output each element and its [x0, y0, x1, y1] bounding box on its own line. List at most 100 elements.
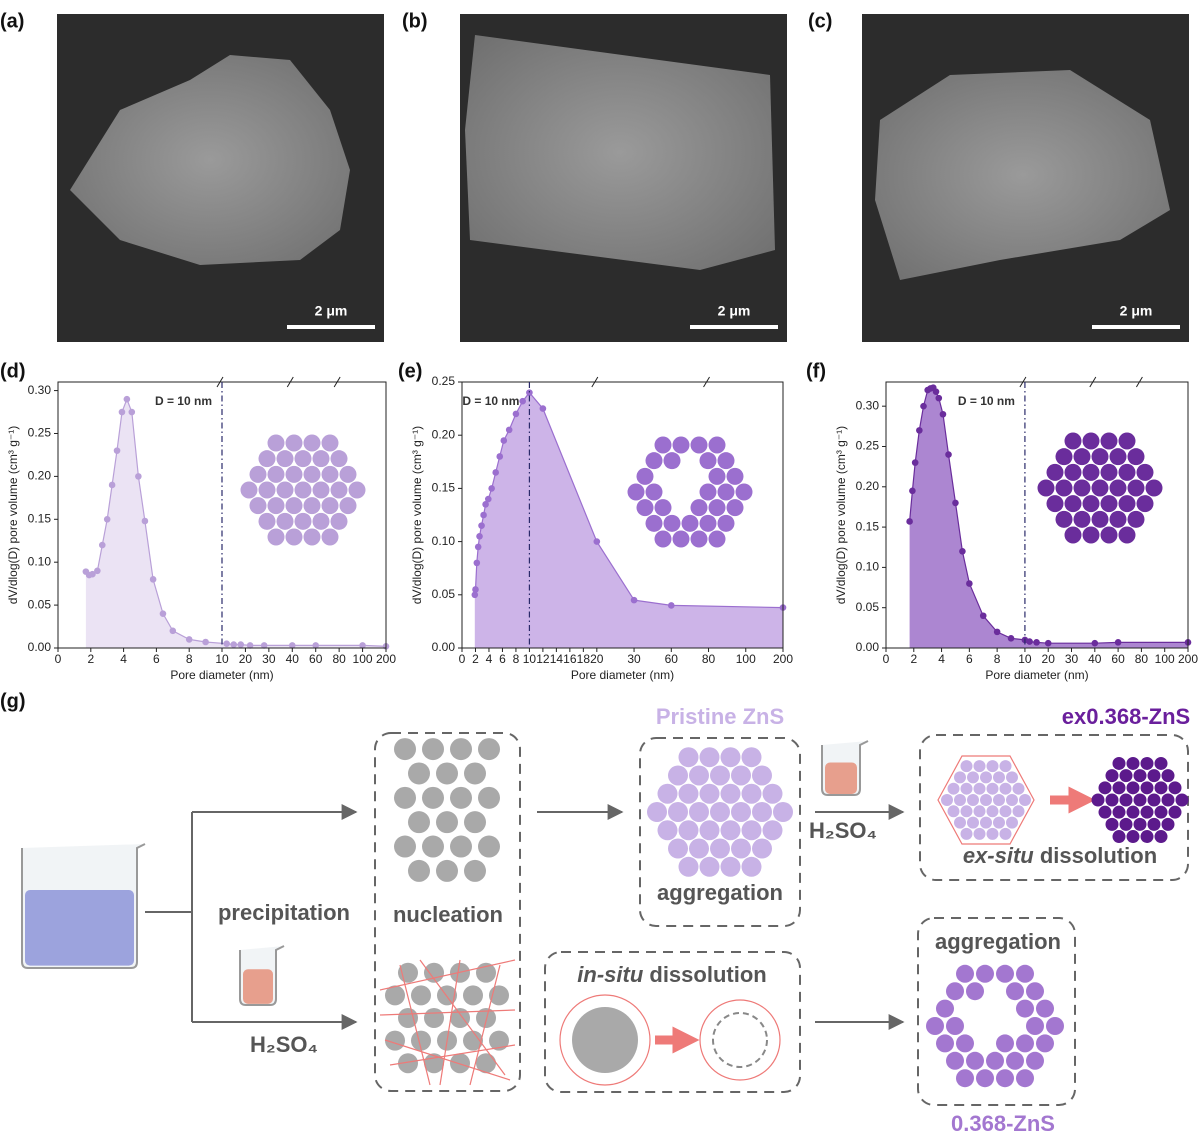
- pore-dot: [1109, 479, 1127, 497]
- pore-dot: [294, 512, 312, 530]
- pore-dot: [967, 794, 979, 806]
- diagram-text: ex-situ dissolution: [963, 843, 1157, 868]
- pore-dot: [699, 820, 720, 841]
- x-tick-label: 100: [1155, 652, 1175, 666]
- pore-dot: [663, 514, 681, 532]
- pore-dot: [967, 771, 979, 784]
- pore-dot: [657, 820, 678, 841]
- x-axis-label: Pore diameter (nm): [170, 668, 273, 682]
- pore-dot: [476, 1053, 496, 1074]
- pore-dot: [689, 802, 709, 822]
- point: [108, 481, 116, 489]
- pore-dot: [267, 465, 285, 483]
- pore-dot: [1119, 793, 1133, 807]
- point: [98, 541, 106, 549]
- pore-dot: [1133, 817, 1147, 831]
- pore-dot: [450, 786, 472, 809]
- scale-bar: [287, 325, 375, 329]
- pore-dot: [645, 452, 663, 470]
- diagram-text: aggregation: [935, 929, 1061, 954]
- point: [488, 485, 495, 492]
- panel-label: (f): [806, 360, 826, 382]
- pore-dot: [276, 512, 294, 530]
- pore-dot: [1055, 479, 1073, 497]
- y-tick-label: 0.25: [432, 374, 456, 388]
- x-tick-label: 30: [262, 652, 276, 666]
- point: [911, 459, 919, 466]
- pore-dot: [321, 465, 339, 483]
- pore-dot: [330, 450, 348, 468]
- x-tick-label: 30: [627, 652, 641, 666]
- dissolution-line: [399, 964, 431, 1086]
- pore-dot: [1082, 526, 1100, 544]
- y-tick-label: 0.25: [28, 426, 52, 440]
- pore-dot: [741, 856, 762, 877]
- y-tick-label: 0.10: [432, 534, 456, 548]
- pore-dot: [1073, 448, 1091, 466]
- dashed-box: [374, 732, 521, 1092]
- pore-dot: [731, 765, 751, 786]
- pore-dot: [699, 483, 717, 501]
- x-axis-label: Pore diameter (nm): [985, 668, 1088, 682]
- point: [113, 447, 121, 454]
- dissolution-line: [389, 1044, 516, 1066]
- pore-dot: [690, 499, 708, 517]
- pore-dot: [1112, 781, 1126, 795]
- pore-dot: [1126, 830, 1140, 844]
- pore-dot: [398, 962, 418, 983]
- diagram-text: dissolution: [1034, 843, 1157, 868]
- pore-dot: [689, 838, 709, 859]
- pore-dot: [1118, 463, 1136, 481]
- pore-dot: [1055, 510, 1073, 528]
- pore-dot: [436, 811, 458, 834]
- pore-dot: [394, 738, 416, 761]
- dissolution-line: [379, 959, 516, 991]
- pore-dot: [1055, 448, 1073, 466]
- pore-dot: [258, 512, 276, 530]
- pore-dot: [986, 782, 999, 795]
- pore-dot: [699, 452, 717, 470]
- point: [906, 518, 913, 525]
- pore-dot: [663, 452, 681, 470]
- panel-label: (d): [0, 360, 26, 382]
- pore-dot: [720, 783, 741, 804]
- pore-dot: [294, 450, 312, 468]
- pore-dot: [424, 1008, 444, 1028]
- y-tick-label: 0.15: [432, 481, 456, 495]
- particle: [70, 55, 350, 265]
- pore-dot: [1147, 793, 1161, 807]
- point: [667, 602, 675, 609]
- pore-dot: [699, 783, 720, 804]
- pore-dot: [339, 465, 357, 483]
- x-tick-label: 6: [499, 652, 506, 666]
- diagram-text: ex-situ: [963, 843, 1034, 868]
- pore-dot: [1091, 793, 1105, 807]
- pore-dot: [408, 859, 430, 882]
- pore-dot: [1100, 463, 1118, 481]
- pore-dot: [678, 856, 699, 877]
- pore-dot: [690, 436, 708, 454]
- pore-dot: [1100, 432, 1118, 450]
- x-tick-label: 200: [376, 652, 396, 666]
- pore-dot: [976, 964, 994, 983]
- pore-dot: [980, 816, 992, 829]
- pore-dot: [408, 811, 430, 834]
- y-axis-label: dV/dlog(D) pore volume (cm³ g⁻¹): [6, 426, 20, 604]
- pore-dot: [1036, 999, 1054, 1018]
- pore-dot: [1073, 479, 1091, 497]
- pore-dot: [489, 1030, 509, 1051]
- pore-dot: [258, 450, 276, 468]
- x-tick-label: 18: [577, 652, 591, 666]
- x-tick-label: 200: [1178, 652, 1198, 666]
- pore-dot: [967, 816, 979, 829]
- particle: [465, 35, 775, 270]
- y-tick-label: 0.15: [856, 519, 880, 533]
- pore-dot: [941, 794, 953, 806]
- x-tick-label: 100: [736, 652, 756, 666]
- pore-dot: [966, 1051, 984, 1070]
- point: [484, 495, 492, 503]
- pore-dot: [267, 497, 285, 515]
- pore-dot: [752, 838, 772, 859]
- pore-dot: [1036, 1034, 1054, 1053]
- diagram-text: nucleation: [393, 902, 503, 927]
